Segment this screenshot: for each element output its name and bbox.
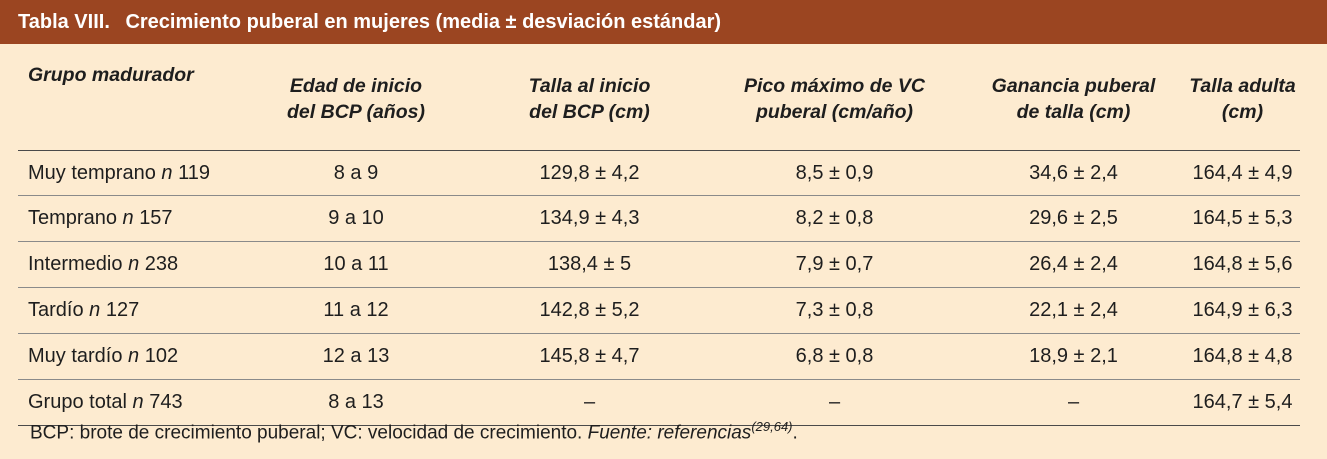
header-cell: Talla adulta (cm) [1185, 44, 1300, 151]
source-refs: (29,64) [751, 419, 793, 434]
header-line: del BCP (cm) [529, 101, 650, 123]
group-cell: Muy temprano n 119 [18, 150, 240, 196]
table-cell: 7,3 ± 0,8 [707, 287, 962, 334]
table-cell: 22,1 ± 2,4 [962, 287, 1185, 334]
table-cell: 164,9 ± 6,3 [1185, 287, 1300, 334]
group-name: Muy tardío [28, 345, 123, 367]
n-label: n [128, 345, 140, 367]
group-name: Grupo total [28, 391, 127, 413]
header-line: de talla (cm) [1016, 101, 1131, 123]
group-cell: Tardío n 127 [18, 287, 240, 334]
table-title-bar: Tabla VIII. Crecimiento puberal en mujer… [0, 0, 1327, 44]
table-cell: 7,9 ± 0,7 [707, 241, 962, 288]
header-line: Grupo madurador [28, 64, 194, 86]
table-cell: 142,8 ± 5,2 [472, 287, 707, 334]
n-value: 102 [144, 345, 179, 367]
table-cell: 34,6 ± 2,4 [962, 150, 1185, 196]
n-label: n [122, 207, 134, 229]
header-line: Pico máximo de VC [744, 75, 925, 97]
header-line: del BCP (años) [287, 101, 425, 123]
header-line: Talla al inicio [528, 75, 651, 97]
source-label: Fuente: referencias [587, 422, 752, 444]
header-line: Edad de inicio [289, 75, 423, 97]
table-cell: 29,6 ± 2,5 [962, 195, 1185, 242]
table-row: Temprano n 157 9 a 10 134,9 ± 4,3 8,2 ± … [18, 195, 1300, 242]
table-row: Muy temprano n 119 8 a 9 129,8 ± 4,2 8,5… [18, 150, 1300, 196]
header-line: Talla adulta [1189, 75, 1296, 97]
n-value: 238 [144, 253, 179, 275]
header-cell: Pico máximo de VC puberal (cm/año) [707, 44, 962, 151]
n-label: n [89, 299, 101, 321]
table-cell: – [472, 379, 707, 426]
header-cell: Edad de inicio del BCP (años) [240, 44, 472, 151]
table-cell: 164,8 ± 4,8 [1185, 333, 1300, 380]
header-cell: Grupo madurador [18, 44, 240, 151]
group-name: Intermedio [28, 253, 123, 275]
table-cell: 164,4 ± 4,9 [1185, 150, 1300, 196]
table-row: Grupo total n 743 8 a 13 – – – 164,7 ± 5… [18, 379, 1300, 426]
table-cell: – [962, 379, 1185, 426]
group-name: Muy temprano [28, 161, 156, 184]
data-table: Grupo madurador Edad de inicio del BCP (… [18, 44, 1300, 426]
header-row: Grupo madurador Edad de inicio del BCP (… [18, 44, 1300, 151]
group-cell: Muy tardío n 102 [18, 333, 240, 380]
group-cell: Temprano n 157 [18, 195, 240, 242]
n-value: 743 [149, 391, 183, 413]
table-cell: 12 a 13 [240, 333, 472, 380]
group-cell: Grupo total n 743 [18, 379, 240, 426]
table-cell: 129,8 ± 4,2 [472, 150, 707, 196]
table-cell: 6,8 ± 0,8 [707, 333, 962, 380]
table-row: Tardío n 127 11 a 12 142,8 ± 5,2 7,3 ± 0… [18, 287, 1300, 334]
table-cell: 18,9 ± 2,1 [962, 333, 1185, 380]
table-cell: 164,5 ± 5,3 [1185, 195, 1300, 242]
table-cell: 9 a 10 [240, 195, 472, 242]
table-cell: 145,8 ± 4,7 [472, 333, 707, 380]
n-label: n [161, 161, 173, 184]
header-line: puberal (cm/año) [755, 101, 914, 123]
footnote-text: BCP: brote de crecimiento puberal; VC: v… [30, 422, 583, 444]
header-line: (cm) [1221, 101, 1264, 123]
table-cell: 8 a 9 [240, 150, 472, 196]
n-label: n [128, 253, 140, 275]
table-number: Tabla VIII. [18, 11, 110, 33]
header-line: Ganancia puberal [991, 75, 1156, 97]
table-cell: 164,7 ± 5,4 [1185, 379, 1300, 426]
footnote-end: . [792, 422, 798, 444]
group-name: Temprano [28, 207, 117, 229]
table-cell: 10 a 11 [240, 241, 472, 288]
table-cell: 8,5 ± 0,9 [707, 150, 962, 196]
table-footnote: BCP: brote de crecimiento puberal; VC: v… [30, 419, 798, 444]
group-cell: Intermedio n 238 [18, 241, 240, 288]
table-cell: 11 a 12 [240, 287, 472, 334]
n-value: 157 [139, 207, 173, 229]
header-cell: Ganancia puberal de talla (cm) [962, 44, 1185, 151]
table-cell: 138,4 ± 5 [472, 241, 707, 288]
table-cell: 26,4 ± 2,4 [962, 241, 1185, 288]
table-cell: 8 a 13 [240, 379, 472, 426]
table-cell: 134,9 ± 4,3 [472, 195, 707, 242]
n-value: 119 [178, 161, 210, 184]
table-cell: – [707, 379, 962, 426]
table-row: Muy tardío n 102 12 a 13 145,8 ± 4,7 6,8… [18, 333, 1300, 380]
table-cell: 8,2 ± 0,8 [707, 195, 962, 242]
table-row: Intermedio n 238 10 a 11 138,4 ± 5 7,9 ±… [18, 241, 1300, 288]
group-name: Tardío [28, 299, 84, 321]
n-label: n [132, 391, 144, 413]
table-title: Crecimiento puberal en mujeres (media ± … [125, 11, 722, 33]
table-cell: 164,8 ± 5,6 [1185, 241, 1300, 288]
header-cell: Talla al inicio del BCP (cm) [472, 44, 707, 151]
n-value: 127 [105, 299, 140, 321]
